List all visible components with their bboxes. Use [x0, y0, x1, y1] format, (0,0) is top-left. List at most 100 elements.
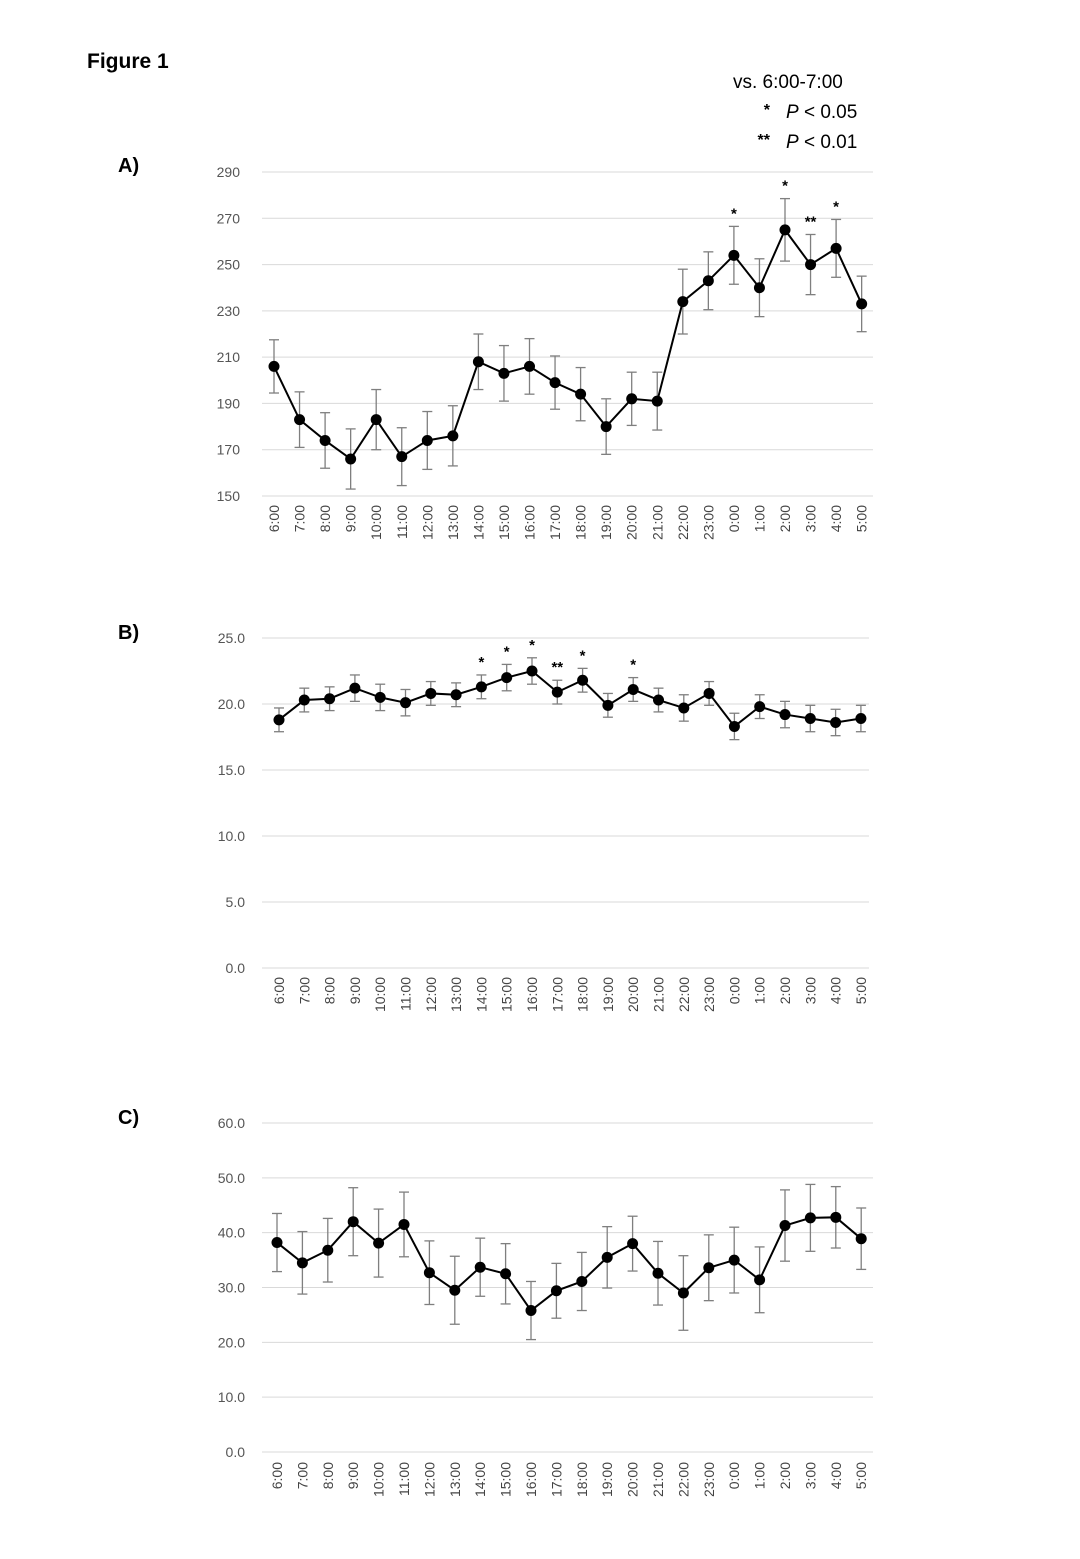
data-point [575, 388, 587, 400]
x-tick-label: 0:00 [726, 977, 742, 1004]
data-point [551, 686, 563, 698]
data-point [576, 1275, 588, 1287]
data-point [804, 1212, 816, 1224]
data-point [804, 713, 816, 725]
y-tick-label: 10.0 [218, 1389, 245, 1405]
data-point [449, 1284, 461, 1296]
x-tick-label: 6:00 [269, 1462, 285, 1489]
x-tick-label: 14:00 [473, 977, 489, 1012]
x-tick-label: 6:00 [271, 977, 287, 1004]
data-point [779, 709, 791, 721]
x-tick-label: 15:00 [498, 1462, 514, 1497]
x-tick-label: 8:00 [322, 977, 338, 1004]
y-tick-label: 190 [217, 395, 241, 411]
legend-reference: vs. 6:00-7:00 [733, 72, 843, 93]
legend-symbol: * [763, 102, 770, 119]
x-tick-label: 15:00 [499, 977, 515, 1012]
series-line [273, 227, 863, 461]
legend-text: P < 0.05 [786, 102, 858, 123]
data-point [524, 360, 535, 372]
x-tick-label: 2:00 [777, 977, 793, 1004]
significance-marker: ** [551, 659, 563, 676]
x-tick-label: 8:00 [320, 1462, 336, 1489]
data-point [754, 1274, 766, 1286]
data-point [627, 683, 639, 695]
x-tick-label: 6:00 [266, 505, 282, 532]
x-tick-label: 2:00 [777, 1462, 793, 1489]
data-point [549, 377, 561, 389]
significance-marker: * [731, 205, 737, 222]
data-point [498, 367, 510, 379]
data-point [268, 360, 280, 372]
significance-marker: * [504, 643, 510, 660]
data-point [370, 414, 382, 426]
y-tick-label: 150 [217, 488, 241, 504]
data-point [396, 451, 408, 463]
x-tick-label: 22:00 [676, 977, 692, 1012]
data-point [447, 430, 459, 442]
y-tick-label: 170 [217, 442, 241, 458]
x-tick-label: 23:00 [701, 977, 717, 1012]
data-point [702, 275, 714, 287]
x-tick-label: 16:00 [524, 977, 540, 1012]
chart-panel-c: 0.0 10.0 20.0 30.0 40.0 50.0 60.0 6:00 7:00 8:00 9… [218, 1115, 873, 1497]
data-point [830, 1211, 842, 1223]
panel-label-b: B) [118, 622, 140, 644]
data-point [830, 716, 842, 728]
data-point [322, 1244, 334, 1256]
data-point [728, 249, 740, 261]
y-tick-label: 10.0 [218, 828, 245, 844]
x-tick-label: 0:00 [726, 1462, 742, 1489]
x-tick-label: 20:00 [625, 977, 641, 1012]
data-point [703, 1262, 715, 1274]
panel-label-a: A) [118, 155, 140, 177]
x-tick-label: 1:00 [751, 505, 767, 532]
data-point [855, 713, 867, 725]
y-tick-label: 20.0 [218, 696, 245, 712]
data-point [600, 421, 612, 433]
x-tick-label: 9:00 [343, 505, 359, 532]
y-tick-label: 40.0 [218, 1225, 245, 1241]
x-tick-label: 7:00 [294, 1462, 310, 1489]
x-tick-label: 23:00 [700, 505, 716, 540]
x-tick-label: 13:00 [445, 505, 461, 540]
data-point [298, 694, 310, 706]
series-line [276, 1216, 862, 1312]
data-point [474, 1261, 486, 1273]
x-tick-label: 12:00 [419, 505, 435, 540]
data-point [271, 1237, 283, 1249]
x-tick-label: 13:00 [447, 1462, 463, 1497]
data-point [373, 1237, 385, 1249]
significance-marker: * [580, 647, 586, 664]
x-tick-label: 16:00 [522, 505, 538, 540]
x-tick-label: 19:00 [600, 977, 616, 1012]
data-point [374, 691, 386, 703]
data-point [678, 702, 690, 714]
significance-marker: ** [805, 213, 817, 230]
x-tick-label: 10:00 [368, 505, 384, 540]
y-tick-label: 5.0 [226, 894, 246, 910]
x-tick-label: 3:00 [802, 1462, 818, 1489]
x-tick-label: 1:00 [752, 1462, 768, 1489]
data-point [347, 1216, 359, 1228]
x-tick-label: 3:00 [803, 505, 819, 532]
x-tick-label: 11:00 [398, 977, 414, 1011]
x-tick-label: 20:00 [625, 1462, 641, 1497]
y-tick-label: 60.0 [218, 1115, 245, 1131]
x-tick-label: 18:00 [573, 505, 589, 540]
x-tick-label: 9:00 [347, 977, 363, 1004]
data-point [677, 1287, 689, 1299]
x-tick-label: 12:00 [423, 977, 439, 1012]
data-point [550, 1285, 562, 1297]
x-tick-label: 1:00 [752, 977, 768, 1004]
y-tick-label: 250 [217, 257, 241, 273]
y-tick-label: 0.0 [226, 960, 246, 976]
data-point [324, 693, 336, 705]
significance-marker: * [529, 637, 535, 654]
data-point [830, 242, 842, 254]
x-tick-label: 9:00 [345, 1462, 361, 1489]
y-tick-label: 0.0 [226, 1444, 246, 1460]
x-tick-label: 4:00 [828, 505, 844, 532]
x-tick-label: 18:00 [575, 977, 591, 1012]
data-point [779, 224, 791, 236]
